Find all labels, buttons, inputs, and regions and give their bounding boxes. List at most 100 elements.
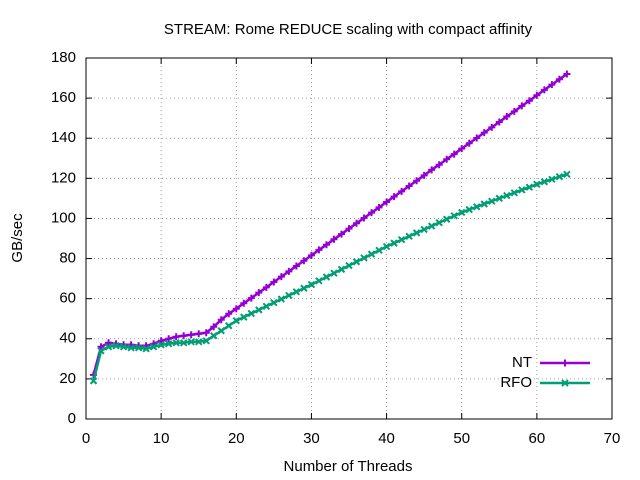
point-marker [337,230,345,238]
point-marker [458,145,466,153]
point-marker [480,200,488,208]
point-marker [165,335,173,343]
point-marker [142,345,150,353]
x-tick-label: 10 [153,430,170,447]
point-marker [104,343,113,351]
point-marker [164,340,173,348]
point-marker [488,123,496,131]
point-marker [292,288,301,296]
y-tick-label: 80 [59,250,76,267]
point-marker [503,191,511,200]
x-tick-label: 20 [228,430,245,447]
point-marker [428,166,436,174]
point-marker [210,332,218,340]
point-marker [97,347,105,355]
point-marker [255,289,263,297]
point-marker [149,343,158,351]
point-marker [232,305,240,313]
point-marker [195,338,203,346]
y-tick-label: 60 [59,290,76,307]
point-marker [172,333,180,341]
series-line [92,73,568,376]
y-tick-label: 140 [51,129,76,146]
point-marker [390,193,398,201]
point-marker [179,339,188,347]
point-marker [555,173,564,181]
legend-label: NT [512,354,532,371]
y-tick-label: 160 [51,89,76,106]
point-marker [540,178,549,186]
point-marker [375,203,383,211]
point-marker [518,186,526,194]
point-marker [285,291,293,300]
point-marker [157,337,165,345]
point-marker [518,102,526,110]
x-tick-label: 30 [303,430,320,447]
point-marker [398,187,406,195]
point-marker [368,209,376,217]
point-marker [105,339,113,347]
point-marker [217,316,225,324]
point-marker [225,310,233,318]
point-marker [127,344,135,352]
point-marker [157,341,165,349]
point-marker [240,299,248,307]
point-marker [307,251,315,259]
point-marker [405,182,413,190]
point-marker [330,269,338,277]
y-tick-label: 180 [51,49,76,66]
point-marker [540,86,548,94]
x-tick-label: 60 [529,430,546,447]
point-marker [195,330,203,338]
point-marker [548,175,556,184]
point-marker [89,377,98,385]
point-marker [322,241,330,249]
point-marker [413,177,421,185]
y-tick-label: 0 [68,410,76,427]
point-marker [337,265,346,274]
point-marker [495,118,503,126]
point-marker [450,150,458,158]
chart-title: STREAM: Rome REDUCE scaling with compact… [164,21,533,38]
y-axis-label: GB/sec [9,213,26,263]
point-marker [510,189,519,197]
point-marker [458,208,466,217]
point-marker [240,313,248,321]
point-marker [270,278,278,286]
point-marker [277,295,286,303]
point-marker [525,183,534,191]
point-marker [262,283,270,291]
point-marker [292,262,300,270]
point-marker [488,197,496,205]
point-marker [465,205,473,214]
point-marker [225,322,233,330]
x-tick-label: 0 [82,430,90,447]
point-marker [450,212,458,220]
point-marker [247,294,255,302]
legend-label: RFO [500,374,532,391]
point-marker [442,215,451,223]
point-marker [397,235,406,244]
point-marker [232,317,240,325]
legend-marker [561,379,569,387]
point-marker [97,343,105,351]
point-marker [330,235,338,243]
point-marker [465,139,473,147]
x-axis-label: Number of Threads [284,458,413,475]
point-marker [172,339,180,347]
y-tick-label: 120 [51,169,76,186]
point-marker [473,203,481,211]
point-marker [300,284,308,292]
point-marker [382,242,391,251]
point-marker [360,214,368,222]
point-marker [300,257,308,265]
point-marker [307,280,316,289]
point-marker [322,273,331,281]
point-marker [435,161,443,169]
y-tick-label: 20 [59,370,76,387]
y-tick-label: 40 [59,330,76,347]
point-marker [345,261,353,270]
point-marker [383,198,391,206]
legend-marker [561,359,569,367]
point-marker [510,107,518,115]
